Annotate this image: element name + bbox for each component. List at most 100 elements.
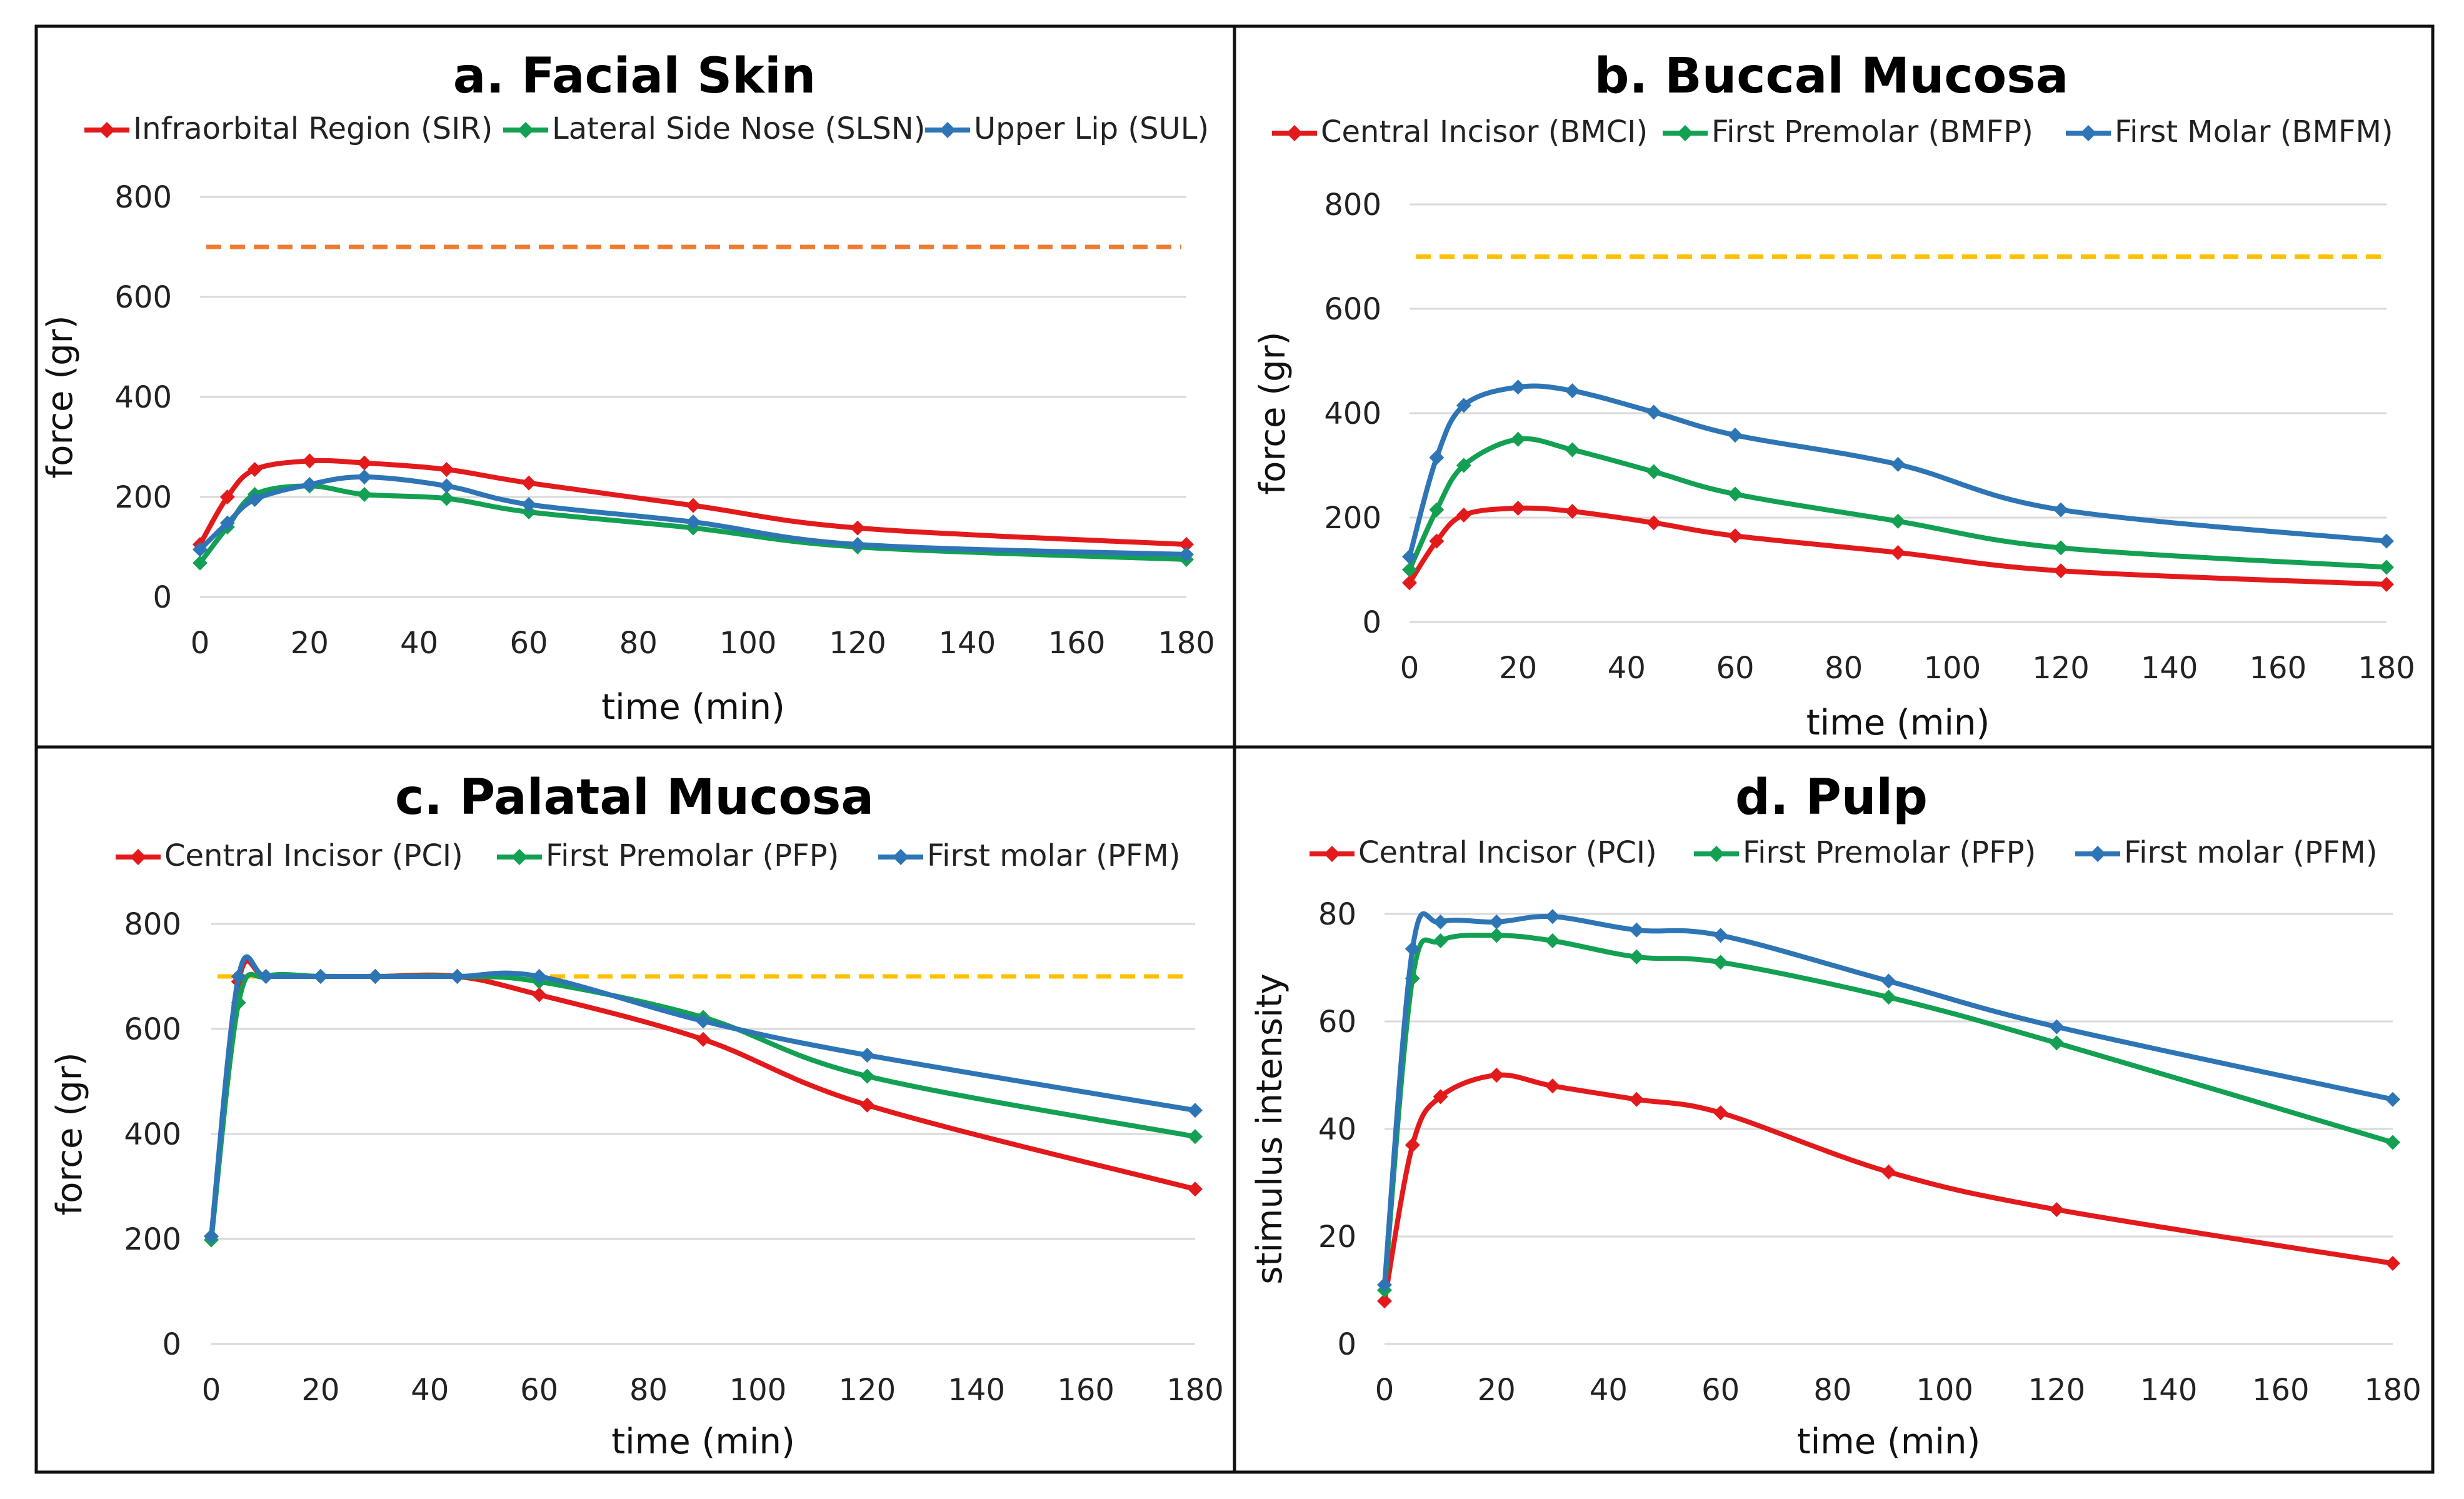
legend-label: Infraorbital Region (SIR) <box>133 111 493 146</box>
data-point <box>1429 533 1445 549</box>
x-tick-label: 0 <box>1400 651 1420 686</box>
data-point <box>1728 528 1743 544</box>
data-point <box>193 555 208 571</box>
x-tick-label: 120 <box>829 626 886 661</box>
panel-palatal-mucosa: c. Palatal Mucosa Central Incisor (PCI) Fi… <box>49 770 1224 1462</box>
data-point <box>439 462 454 477</box>
legend-marker <box>2080 125 2096 141</box>
data-point <box>686 514 701 529</box>
legend-marker <box>130 849 146 865</box>
x-tick-label: 100 <box>1924 651 1981 686</box>
data-point <box>1179 537 1194 552</box>
data-point <box>1402 575 1417 591</box>
data-point <box>531 987 547 1003</box>
legend-label: First molar (PFM) <box>2124 835 2378 870</box>
data-point <box>859 1068 875 1084</box>
x-tick-label: 80 <box>619 626 658 661</box>
data-point <box>1890 544 1906 560</box>
data-point <box>1713 1105 1728 1121</box>
data-point <box>1565 442 1580 458</box>
data-point <box>850 537 865 552</box>
y-tick-label: 800 <box>114 180 172 215</box>
x-tick-label: 100 <box>729 1373 787 1408</box>
y-tick-label: 600 <box>1324 292 1381 327</box>
data-point <box>1489 928 1505 943</box>
data-point <box>1728 486 1743 502</box>
y-tick-label: 60 <box>1318 1005 1356 1040</box>
data-point <box>357 469 372 484</box>
legend-label: Upper Lip (SUL) <box>974 111 1209 146</box>
data-point <box>1456 507 1471 523</box>
x-axis-label: time (min) <box>601 687 785 728</box>
x-tick-label: 180 <box>2364 1373 2421 1408</box>
legend-marker <box>893 849 909 865</box>
legend-marker <box>99 122 115 138</box>
y-tick-label: 200 <box>1324 501 1381 536</box>
data-point <box>2049 1019 2065 1035</box>
data-point <box>1646 404 1661 420</box>
data-point <box>219 489 235 504</box>
x-axis-label: time (min) <box>611 1421 795 1462</box>
data-point <box>2385 1256 2400 1271</box>
legend-marker <box>1324 846 1340 862</box>
data-point <box>204 1228 219 1244</box>
data-point <box>258 969 274 984</box>
legend-label: First Premolar (BMFP) <box>1711 114 2033 149</box>
legend-marker <box>1677 125 1693 141</box>
panel-pulp: d. Pulp Central Incisor (PCI) First Premol… <box>1250 770 2421 1462</box>
data-point <box>1188 1129 1203 1145</box>
y-tick-label: 0 <box>153 580 172 615</box>
data-point <box>1890 513 1906 529</box>
series-line <box>1382 1072 2395 1304</box>
data-point <box>368 969 383 984</box>
data-point <box>302 477 318 492</box>
x-tick-label: 140 <box>2140 1373 2198 1408</box>
data-point <box>357 487 372 502</box>
data-point <box>449 969 465 984</box>
data-point <box>2385 1091 2400 1107</box>
data-point <box>1433 914 1448 930</box>
x-tick-label: 80 <box>1813 1373 1851 1408</box>
y-tick-label: 400 <box>114 380 172 415</box>
data-point <box>2049 1035 2065 1051</box>
legend-marker <box>1708 846 1725 862</box>
x-tick-label: 40 <box>400 626 438 661</box>
legend-label: Central Incisor (BMCI) <box>1321 114 1648 149</box>
data-point <box>1728 428 1743 443</box>
data-point <box>1890 456 1906 472</box>
y-axis-label: force (gr) <box>40 315 81 478</box>
y-tick-label: 600 <box>114 280 172 315</box>
x-tick-label: 60 <box>520 1373 558 1408</box>
data-point <box>231 969 246 984</box>
data-point <box>1188 1181 1203 1197</box>
data-point <box>439 478 454 494</box>
x-tick-label: 20 <box>1478 1373 1516 1408</box>
chart-title: b. Buccal Mucosa <box>1595 48 2069 104</box>
data-point <box>2385 1135 2400 1150</box>
panel-buccal-mucosa: b. Buccal Mucosa Central Incisor (BMCI) Fi… <box>1253 48 2415 743</box>
data-point <box>1565 503 1580 519</box>
y-axis-label: stimulus intensity <box>1250 973 1290 1285</box>
data-point <box>850 520 865 536</box>
legend-marker <box>511 849 528 865</box>
data-point <box>2053 563 2068 579</box>
data-point <box>1713 928 1728 943</box>
data-point <box>247 492 263 507</box>
x-tick-label: 160 <box>2250 651 2307 686</box>
data-point <box>1510 431 1526 447</box>
x-tick-label: 140 <box>939 626 996 661</box>
data-point <box>219 515 235 531</box>
legend-label: First Molar (BMFM) <box>2115 114 2393 149</box>
y-tick-label: 0 <box>1362 605 1381 640</box>
data-point <box>1629 949 1645 965</box>
legend-label: Central Incisor (PCI) <box>1358 835 1657 870</box>
x-tick-label: 100 <box>719 626 777 661</box>
legend-label: First Premolar (PFP) <box>546 838 839 873</box>
x-tick-label: 40 <box>1608 651 1646 686</box>
y-tick-label: 400 <box>124 1117 181 1152</box>
y-tick-label: 600 <box>124 1012 181 1047</box>
y-tick-label: 400 <box>1324 396 1381 431</box>
y-tick-label: 0 <box>1337 1327 1356 1362</box>
data-point <box>439 491 454 506</box>
